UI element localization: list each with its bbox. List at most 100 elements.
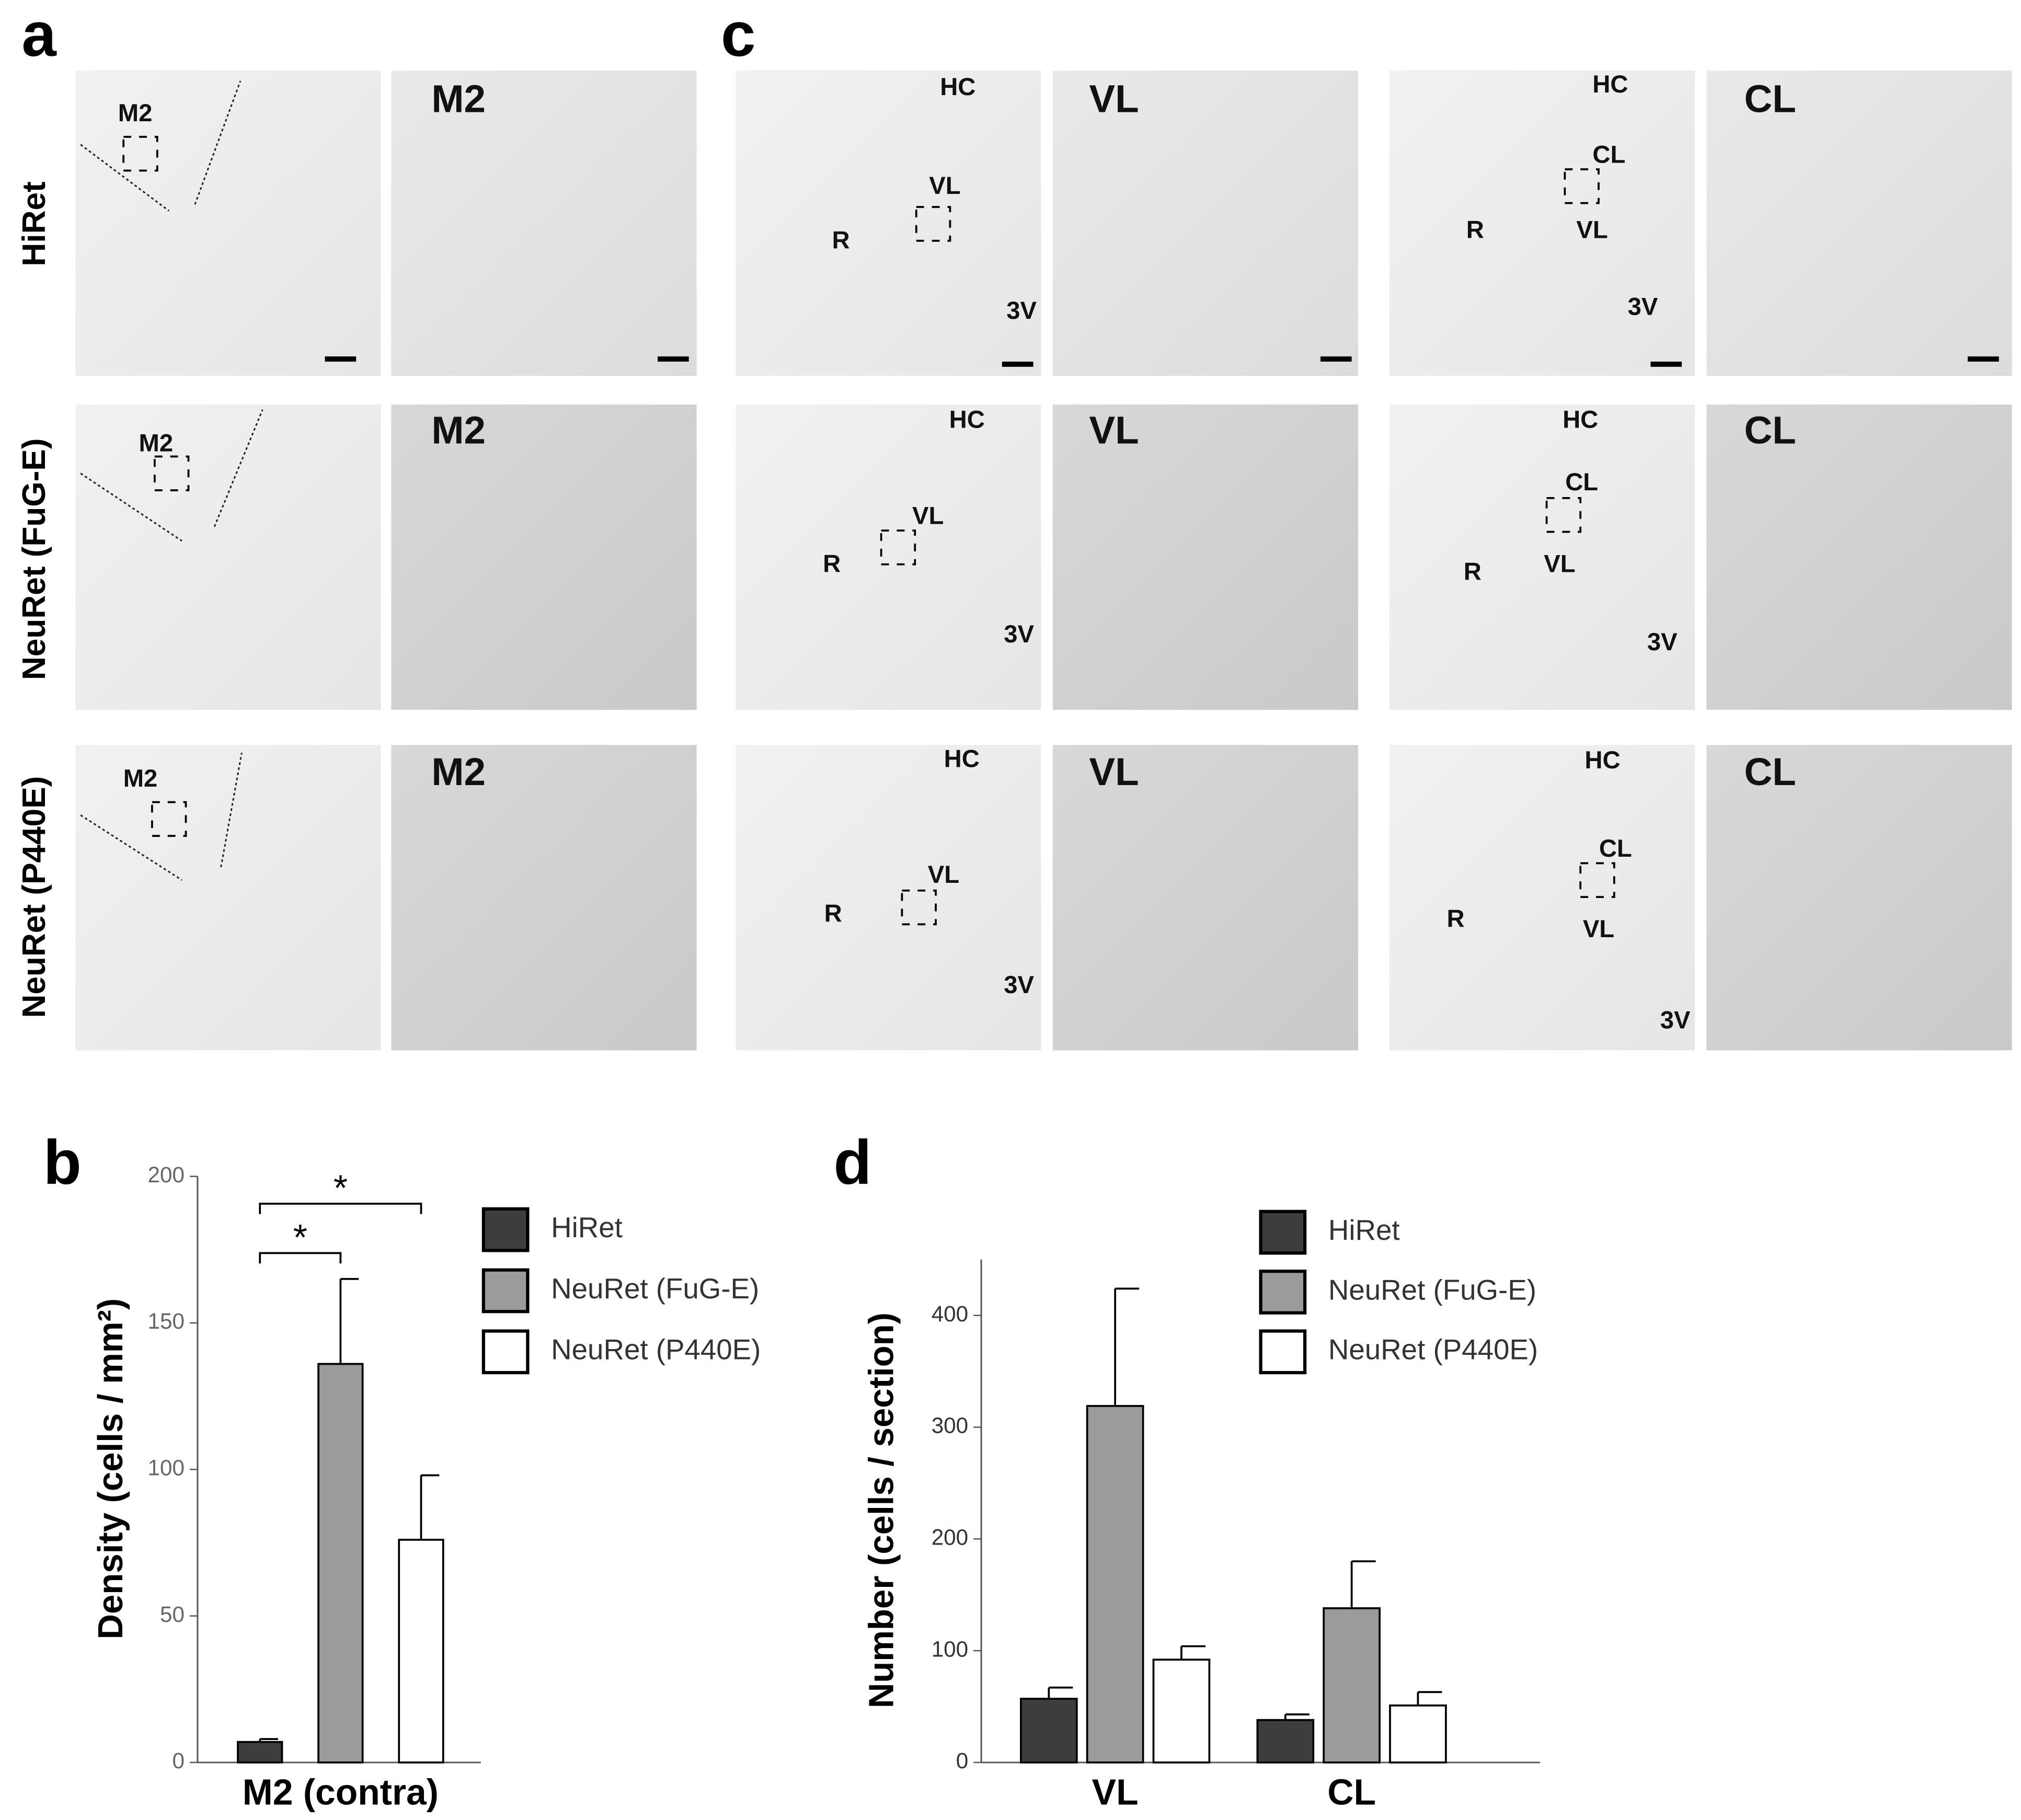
micrograph	[736, 404, 1041, 710]
region-label: R	[823, 550, 841, 578]
bar	[1323, 1607, 1381, 1764]
micrograph	[75, 70, 381, 376]
error-bar	[1350, 1560, 1376, 1608]
legend-label: NeuRet (FuG-E)	[551, 1272, 759, 1305]
y-tick-label: 100	[148, 1455, 185, 1480]
legend-label: NeuRet (FuG-E)	[1328, 1273, 1536, 1306]
panel-label: b	[43, 1128, 82, 1197]
cut-line	[220, 752, 243, 868]
region-label: CL	[1592, 141, 1625, 168]
y-tick-label: 0	[173, 1748, 185, 1773]
scale-bar	[1650, 361, 1682, 367]
roi-box	[915, 206, 951, 242]
region-label: 3V	[1660, 1006, 1691, 1034]
micrograph	[391, 404, 697, 710]
region-label: VL	[1576, 216, 1607, 244]
x-tick-label: M2 (contra)	[243, 1771, 439, 1812]
region-label: M2	[431, 408, 486, 452]
region-label: HC	[949, 406, 985, 434]
roi-box	[1545, 497, 1582, 533]
legend-swatch	[481, 1207, 530, 1252]
region-label: M2	[123, 765, 158, 792]
region-label: 3V	[1004, 971, 1034, 999]
roi-box	[1564, 168, 1600, 204]
region-label: M2	[139, 429, 174, 457]
region-label: VL	[1544, 550, 1575, 578]
region-label: R	[824, 900, 842, 927]
region-label: 3V	[1006, 297, 1037, 325]
error-bar	[259, 1738, 279, 1742]
micrograph	[75, 404, 381, 710]
region-label: CL	[1744, 750, 1796, 793]
y-tick-label: 300	[932, 1413, 969, 1438]
y-tick-label: 150	[148, 1309, 185, 1333]
y-tick-label: 400	[932, 1301, 969, 1326]
region-label: M2	[118, 99, 153, 127]
region-label: M2	[431, 750, 486, 793]
error-bar	[1114, 1287, 1140, 1406]
x-tick-label: VL	[1092, 1771, 1139, 1812]
bar	[1086, 1405, 1144, 1764]
y-tick-label: 100	[932, 1637, 969, 1661]
scale-bar	[325, 356, 357, 362]
y-axis-label: Density (cells / mm²)	[91, 1298, 130, 1640]
region-label: HC	[1592, 71, 1628, 98]
micrograph	[1389, 404, 1695, 710]
region-label: CL	[1744, 76, 1796, 120]
legend-swatch	[1259, 1270, 1307, 1315]
error-bar	[339, 1278, 359, 1364]
bar	[1389, 1704, 1447, 1764]
region-label: CL	[1599, 835, 1632, 862]
cut-line	[80, 814, 182, 881]
legend-label: NeuRet (P440E)	[1328, 1333, 1538, 1366]
region-label: R	[1464, 558, 1482, 586]
region-label: VL	[929, 172, 960, 200]
legend-label: HiRet	[551, 1211, 623, 1243]
bar	[1152, 1658, 1211, 1764]
micrograph	[391, 70, 697, 376]
region-label: CL	[1744, 408, 1796, 452]
micrograph	[391, 745, 697, 1051]
legend-swatch	[481, 1329, 530, 1375]
region-label: R	[1466, 216, 1484, 244]
legend-label: HiRet	[1328, 1214, 1400, 1246]
scale-bar	[658, 356, 689, 362]
bar	[317, 1363, 364, 1764]
micrograph	[75, 745, 381, 1051]
y-axis-label: Number (cells / section)	[862, 1312, 901, 1708]
row-label: HiRet	[16, 181, 52, 266]
roi-box	[901, 889, 937, 926]
region-label: R	[1446, 905, 1464, 932]
region-label: 3V	[1647, 628, 1678, 656]
y-tick-label: 50	[160, 1602, 185, 1627]
region-label: VL	[1583, 915, 1614, 943]
significance-label: *	[293, 1217, 307, 1258]
micrograph	[1389, 70, 1695, 376]
x-tick-label: CL	[1327, 1771, 1376, 1812]
micrograph	[736, 70, 1041, 376]
region-label: HC	[940, 73, 975, 101]
cut-line	[213, 409, 263, 527]
region-label: CL	[1565, 468, 1598, 496]
region-label: R	[832, 227, 849, 255]
legend-label: NeuRet (P440E)	[551, 1333, 761, 1366]
region-label: M2	[431, 76, 486, 120]
bar	[1256, 1719, 1315, 1764]
region-label: HC	[1563, 406, 1598, 434]
region-label: VL	[1089, 76, 1139, 120]
bar	[398, 1538, 444, 1764]
region-label: VL	[1089, 408, 1139, 452]
legend-swatch	[481, 1268, 530, 1314]
region-label: HC	[944, 745, 980, 773]
panel-label: d	[833, 1128, 871, 1197]
micrograph	[1389, 745, 1695, 1051]
panel-label: a	[21, 0, 57, 70]
row-label: NeuRet (P440E)	[16, 776, 52, 1018]
error-bar	[1417, 1691, 1442, 1706]
micrograph	[1706, 745, 2012, 1051]
y-tick-label: 0	[956, 1748, 969, 1773]
scale-bar	[1968, 356, 1999, 362]
region-label: 3V	[1628, 293, 1658, 320]
region-label: VL	[928, 861, 959, 889]
